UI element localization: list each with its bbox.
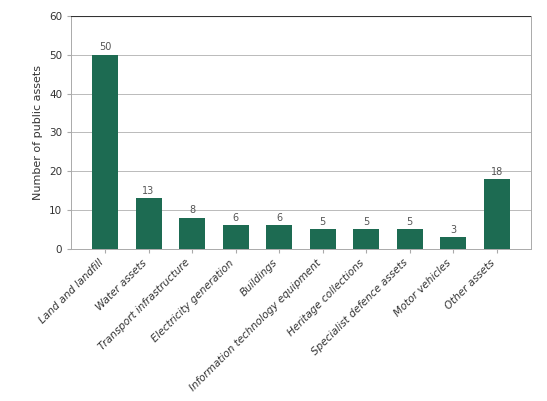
Bar [179,218,205,249]
Bar [223,225,249,249]
Text: 6: 6 [276,213,282,223]
Text: 13: 13 [142,186,155,196]
Bar [266,225,292,249]
Text: 18: 18 [491,166,503,176]
Text: 3: 3 [450,225,456,235]
Text: 5: 5 [363,217,369,227]
Text: 8: 8 [189,205,195,215]
Bar [440,237,466,249]
Bar [484,179,510,249]
Text: 6: 6 [232,213,238,223]
Bar [310,229,336,249]
Bar [136,198,161,249]
Bar [353,229,379,249]
Bar [92,55,118,249]
Y-axis label: Number of public assets: Number of public assets [33,65,43,200]
Bar [397,229,423,249]
Text: 5: 5 [319,217,325,227]
Text: 50: 50 [99,43,111,53]
Text: 5: 5 [406,217,413,227]
